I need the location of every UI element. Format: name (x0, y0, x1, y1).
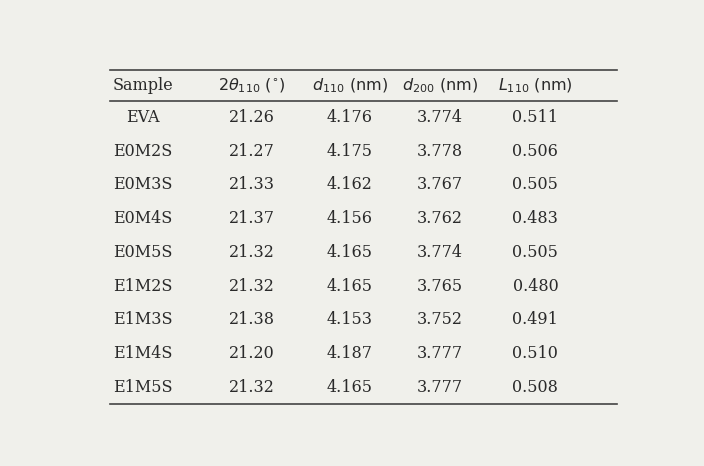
Text: 4.176: 4.176 (327, 109, 373, 126)
Text: 4.175: 4.175 (327, 143, 373, 160)
Text: 4.165: 4.165 (327, 379, 373, 396)
Text: 3.765: 3.765 (417, 278, 463, 295)
Text: 0.508: 0.508 (513, 379, 558, 396)
Text: $d_{200}\ \mathrm{(nm)}$: $d_{200}\ \mathrm{(nm)}$ (402, 76, 478, 95)
Text: 4.156: 4.156 (327, 210, 373, 227)
Text: $2\theta_{110}\ (^{\circ})$: $2\theta_{110}\ (^{\circ})$ (218, 76, 286, 95)
Text: 4.153: 4.153 (327, 311, 373, 328)
Text: 0.505: 0.505 (513, 244, 558, 261)
Text: 3.752: 3.752 (417, 311, 463, 328)
Text: 3.777: 3.777 (417, 345, 463, 362)
Text: 21.32: 21.32 (229, 379, 275, 396)
Text: Sample: Sample (112, 77, 173, 94)
Text: 0.480: 0.480 (513, 278, 558, 295)
Text: 4.165: 4.165 (327, 278, 373, 295)
Text: 3.777: 3.777 (417, 379, 463, 396)
Text: E1M3S: E1M3S (113, 311, 172, 328)
Text: 0.483: 0.483 (513, 210, 558, 227)
Text: EVA: EVA (126, 109, 159, 126)
Text: 21.33: 21.33 (229, 177, 275, 193)
Text: 21.32: 21.32 (229, 244, 275, 261)
Text: 4.162: 4.162 (327, 177, 373, 193)
Text: 21.27: 21.27 (229, 143, 275, 160)
Text: 0.491: 0.491 (513, 311, 558, 328)
Text: E1M2S: E1M2S (113, 278, 172, 295)
Text: E0M5S: E0M5S (113, 244, 172, 261)
Text: 3.778: 3.778 (417, 143, 463, 160)
Text: E0M3S: E0M3S (113, 177, 172, 193)
Text: E1M5S: E1M5S (113, 379, 172, 396)
Text: E0M4S: E0M4S (113, 210, 172, 227)
Text: 4.165: 4.165 (327, 244, 373, 261)
Text: 3.774: 3.774 (417, 244, 463, 261)
Text: 3.762: 3.762 (417, 210, 463, 227)
Text: 4.187: 4.187 (327, 345, 373, 362)
Text: 21.26: 21.26 (229, 109, 275, 126)
Text: 21.37: 21.37 (229, 210, 275, 227)
Text: 0.505: 0.505 (513, 177, 558, 193)
Text: $d_{110}\ \mathrm{(nm)}$: $d_{110}\ \mathrm{(nm)}$ (312, 76, 388, 95)
Text: 21.32: 21.32 (229, 278, 275, 295)
Text: 3.774: 3.774 (417, 109, 463, 126)
Text: E0M2S: E0M2S (113, 143, 172, 160)
Text: 21.20: 21.20 (229, 345, 275, 362)
Text: 21.38: 21.38 (229, 311, 275, 328)
Text: 0.506: 0.506 (513, 143, 558, 160)
Text: 3.767: 3.767 (417, 177, 463, 193)
Text: 0.511: 0.511 (513, 109, 558, 126)
Text: 0.510: 0.510 (513, 345, 558, 362)
Text: E1M4S: E1M4S (113, 345, 172, 362)
Text: $L_{110}\ \mathrm{(nm)}$: $L_{110}\ \mathrm{(nm)}$ (498, 76, 573, 95)
